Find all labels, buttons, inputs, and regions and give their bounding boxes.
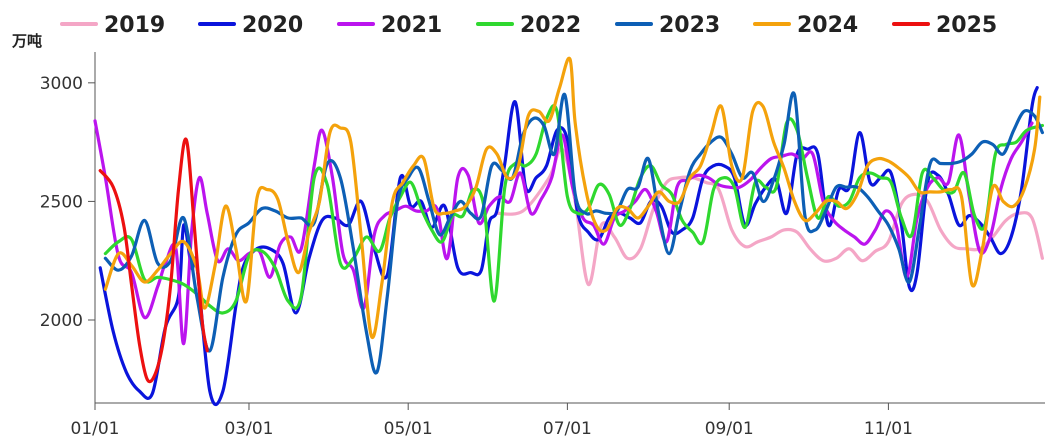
series-line-2022[interactable] [103,104,1044,315]
legend-item-2023[interactable]: 2023 [615,13,720,38]
series-layer [93,56,1044,406]
legend-label-2022: 2022 [520,13,581,38]
y-axis-unit-label: 万吨 [11,32,42,50]
legend-item-2020[interactable]: 2020 [198,13,303,38]
x-tick-label: 11/01 [864,419,913,439]
x-tick-label: 07/01 [543,419,592,439]
legend: 2019 2020 2021 2022 2023 2024 2025 [60,13,997,38]
legend-label-2019: 2019 [104,13,165,38]
y-tick-label: 2500 [40,192,83,212]
legend-item-2024[interactable]: 2024 [753,13,858,38]
legend-label-2020: 2020 [242,13,303,38]
series-line-2025[interactable] [98,137,209,384]
y-tick-label: 2000 [40,311,83,331]
legend-label-2024: 2024 [797,13,858,38]
legend-item-2021[interactable]: 2021 [337,13,442,38]
legend-label-2025: 2025 [936,13,997,38]
x-axis-ticks: 01/01 03/01 05/01 07/01 09/01 11/01 [71,403,913,439]
series-line-2023[interactable] [103,91,1044,375]
y-tick-label: 3000 [40,74,83,94]
x-tick-label: 03/01 [224,419,273,439]
legend-item-2025[interactable]: 2025 [892,13,997,38]
x-tick-label: 09/01 [705,419,754,439]
legend-item-2019[interactable]: 2019 [60,13,165,38]
x-tick-label: 05/01 [384,419,433,439]
legend-label-2021: 2021 [381,13,442,38]
series-line-2024[interactable] [103,56,1042,340]
legend-item-2022[interactable]: 2022 [476,13,581,38]
legend-label-2023: 2023 [659,13,720,38]
x-tick-label: 01/01 [71,419,120,439]
y-axis-ticks: 2000 2500 3000 [40,74,95,331]
series-line-2021[interactable] [93,119,1034,346]
